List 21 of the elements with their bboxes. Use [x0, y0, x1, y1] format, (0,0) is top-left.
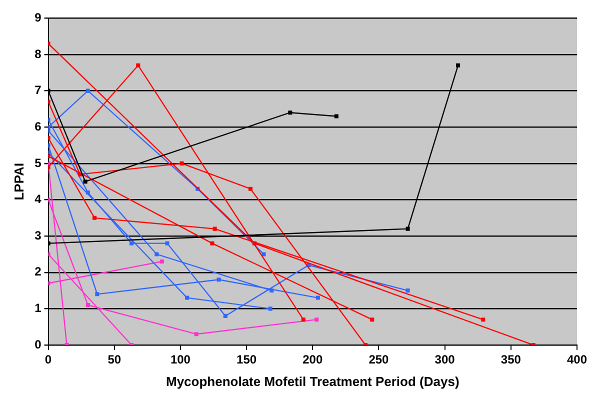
y-axis-title: LPPAI [11, 162, 26, 200]
x-tick-label: 250 [368, 352, 390, 367]
x-tick-label: 400 [566, 352, 588, 367]
x-tick-label: 200 [302, 352, 323, 367]
y-tick-label: 9 [34, 10, 42, 25]
y-tick-label: 4 [34, 192, 42, 206]
x-tick-label: 350 [500, 352, 522, 367]
y-tick-label: 1 [34, 301, 42, 315]
x-tick-label: 100 [170, 352, 191, 367]
y-tick-label: 2 [34, 264, 42, 279]
y-tick-label: 6 [34, 119, 42, 134]
x-tick-label: 50 [108, 352, 122, 367]
x-tick-label: 150 [236, 352, 257, 367]
y-tick-label: 5 [34, 156, 42, 170]
y-tick-label: 3 [34, 228, 42, 242]
y-tick-label: 0 [34, 337, 42, 352]
x-axis-title: Mycophenolate Mofetil Treatment Period (Days) [166, 374, 460, 389]
y-tick-label: 8 [34, 46, 42, 61]
x-tick-label: 300 [434, 352, 456, 367]
x-tick-label: 0 [44, 352, 52, 367]
y-tick-label: 7 [34, 83, 42, 98]
